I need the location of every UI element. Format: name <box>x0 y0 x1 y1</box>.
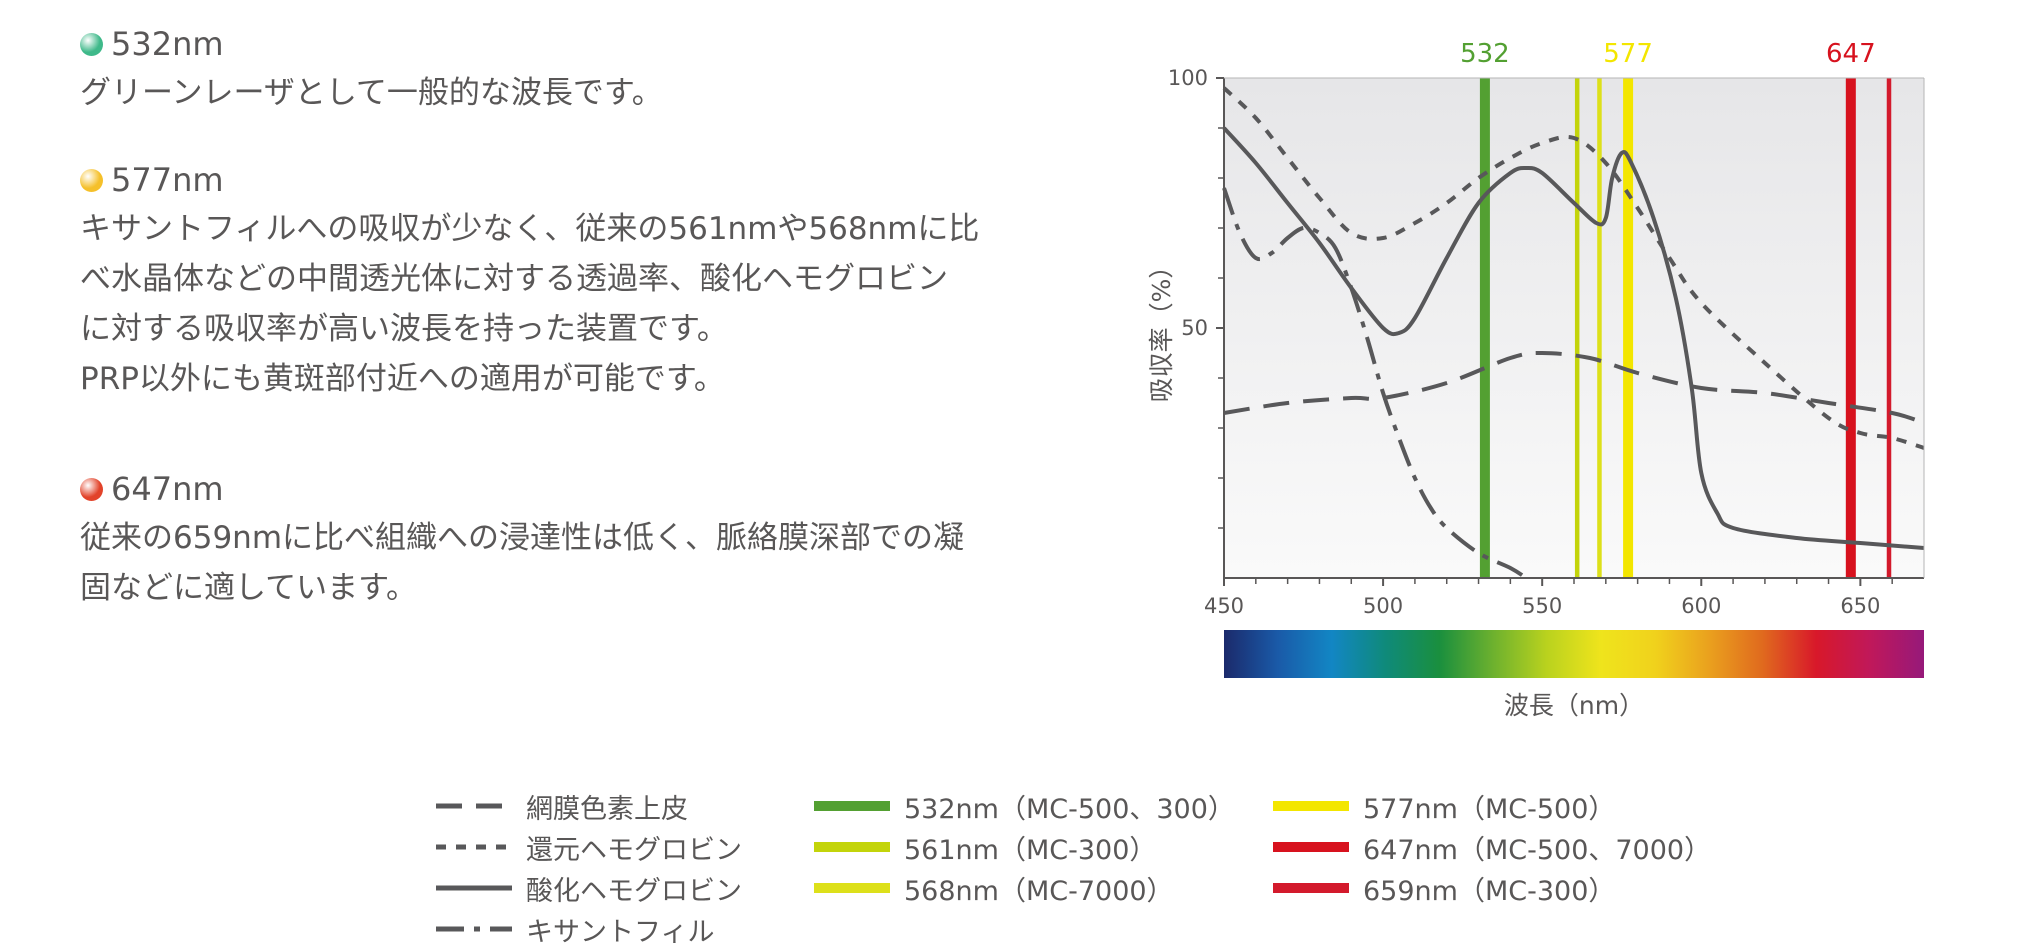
laser-line-568 <box>1597 78 1602 578</box>
legend-swatch-icon <box>1273 883 1349 893</box>
legend-item: 532nm（MC-500、300） <box>814 786 1235 826</box>
x-tick-label: 450 <box>1204 594 1244 618</box>
legend-item: 還元ヘモグロビン <box>436 827 742 867</box>
legend-label: 酸化ヘモグロビン <box>526 875 742 907</box>
section-532nm: 532nm グリーンレーザとして一般的な波長です。 <box>80 22 1020 118</box>
legend-label: 577nm（MC-500） <box>1363 793 1616 825</box>
red-dot-icon <box>80 477 103 501</box>
absorption-curves <box>1222 86 1925 580</box>
legend-swatch-icon <box>814 842 890 852</box>
series-line-2 <box>1222 126 1925 550</box>
series-line-0 <box>1223 350 1925 425</box>
legend-line-icon <box>436 926 512 932</box>
legend-swatch-icon <box>1273 801 1349 811</box>
laser-line-577 <box>1623 78 1634 578</box>
x-tick-label: 650 <box>1840 594 1880 618</box>
legend-swatch-icon <box>436 796 512 816</box>
laser-label-577: 577 <box>1603 39 1653 69</box>
section-head: 532nm <box>80 22 1020 66</box>
plot-area <box>1224 78 1924 578</box>
legend-swatch-icon <box>436 919 512 939</box>
yellow-dot-icon <box>80 168 103 192</box>
section-title: 532nm <box>111 25 224 63</box>
axis-ticks: 450 500 550 600 650 100 50 <box>1168 66 1893 618</box>
laser-label-647: 647 <box>1826 39 1876 69</box>
legend-item: 網膜色素上皮 <box>436 786 688 826</box>
legend-item: 577nm（MC-500） <box>1273 786 1615 826</box>
y-tick-label: 100 <box>1168 66 1208 90</box>
section-head: 647nm <box>80 467 1020 511</box>
section-body: キサントフィルへの吸収が少なく、従来の561nmや568nmに比 べ水晶体などの… <box>80 211 980 397</box>
laser-line-647 <box>1845 78 1856 578</box>
legend-swatch-icon <box>1273 842 1349 852</box>
legend-line-icon <box>436 803 512 809</box>
section-647nm: 647nm 従来の659nmに比べ組織への浸達性は低く、脈絡膜深部での凝 固など… <box>80 467 1020 613</box>
legend-item: 酸化ヘモグロビン <box>436 868 742 908</box>
x-tick-label: 550 <box>1522 594 1562 618</box>
legend-swatch-icon <box>436 878 512 898</box>
legend-item: 647nm（MC-500、7000） <box>1273 827 1711 867</box>
legend-label: 659nm（MC-300） <box>1363 875 1616 907</box>
section-body: グリーンレーザとして一般的な波長です。 <box>80 75 663 111</box>
legend-item: キサントフィル <box>436 909 714 949</box>
section-title: 577nm <box>111 161 224 199</box>
section-577nm: 577nm キサントフィルへの吸収が少なく、従来の561nmや568nmに比 べ… <box>80 158 1020 404</box>
spectrum-bar <box>1224 630 1924 678</box>
legend-item: 659nm（MC-300） <box>1273 868 1615 908</box>
x-tick-label: 500 <box>1363 594 1403 618</box>
laser-label-532: 532 <box>1460 39 1510 69</box>
legend-label: 647nm（MC-500、7000） <box>1363 834 1712 866</box>
legend-line-icon <box>436 885 512 891</box>
laser-lines: 532 577 647 <box>1460 39 1892 578</box>
green-dot-icon <box>80 32 103 56</box>
legend-line-icon <box>436 844 512 850</box>
legend-label: 568nm（MC-7000） <box>904 875 1174 907</box>
laser-line-561 <box>1574 78 1580 578</box>
section-body: 従来の659nmに比べ組織への浸達性は低く、脈絡膜深部での凝 固などに適していま… <box>80 520 965 606</box>
legend-label: キサントフィル <box>526 916 715 948</box>
legend-swatch-icon <box>814 883 890 893</box>
legend-label: 還元ヘモグロビン <box>526 834 742 866</box>
laser-line-532 <box>1479 78 1490 578</box>
chart-legend: 網膜色素上皮還元ヘモグロビン 酸化ヘモグロビン キサントフィル 532nm（MC-50… <box>0 784 2029 948</box>
y-axis-label: 吸収率（%） <box>1147 254 1176 403</box>
series-line-1 <box>1222 86 1925 450</box>
x-axis-label: 波長（nm） <box>1504 691 1644 720</box>
laser-line-659 <box>1886 78 1892 578</box>
y-tick-label: 50 <box>1181 316 1208 340</box>
legend-label: 532nm（MC-500、300） <box>904 793 1235 825</box>
legend-item: 561nm（MC-300） <box>814 827 1156 867</box>
series-line-3 <box>1222 187 1528 580</box>
legend-swatch-icon <box>436 837 512 857</box>
x-tick-label: 600 <box>1681 594 1721 618</box>
section-head: 577nm <box>80 158 1020 202</box>
absorption-chart: 532 577 647 450 500 550 600 650 100 50 吸収率（%） 波長… <box>1147 39 1925 720</box>
legend-item: 568nm（MC-7000） <box>814 868 1174 908</box>
legend-label: 網膜色素上皮 <box>526 793 688 825</box>
legend-label: 561nm（MC-300） <box>904 834 1157 866</box>
legend-swatch-icon <box>814 801 890 811</box>
section-title: 647nm <box>111 470 224 508</box>
